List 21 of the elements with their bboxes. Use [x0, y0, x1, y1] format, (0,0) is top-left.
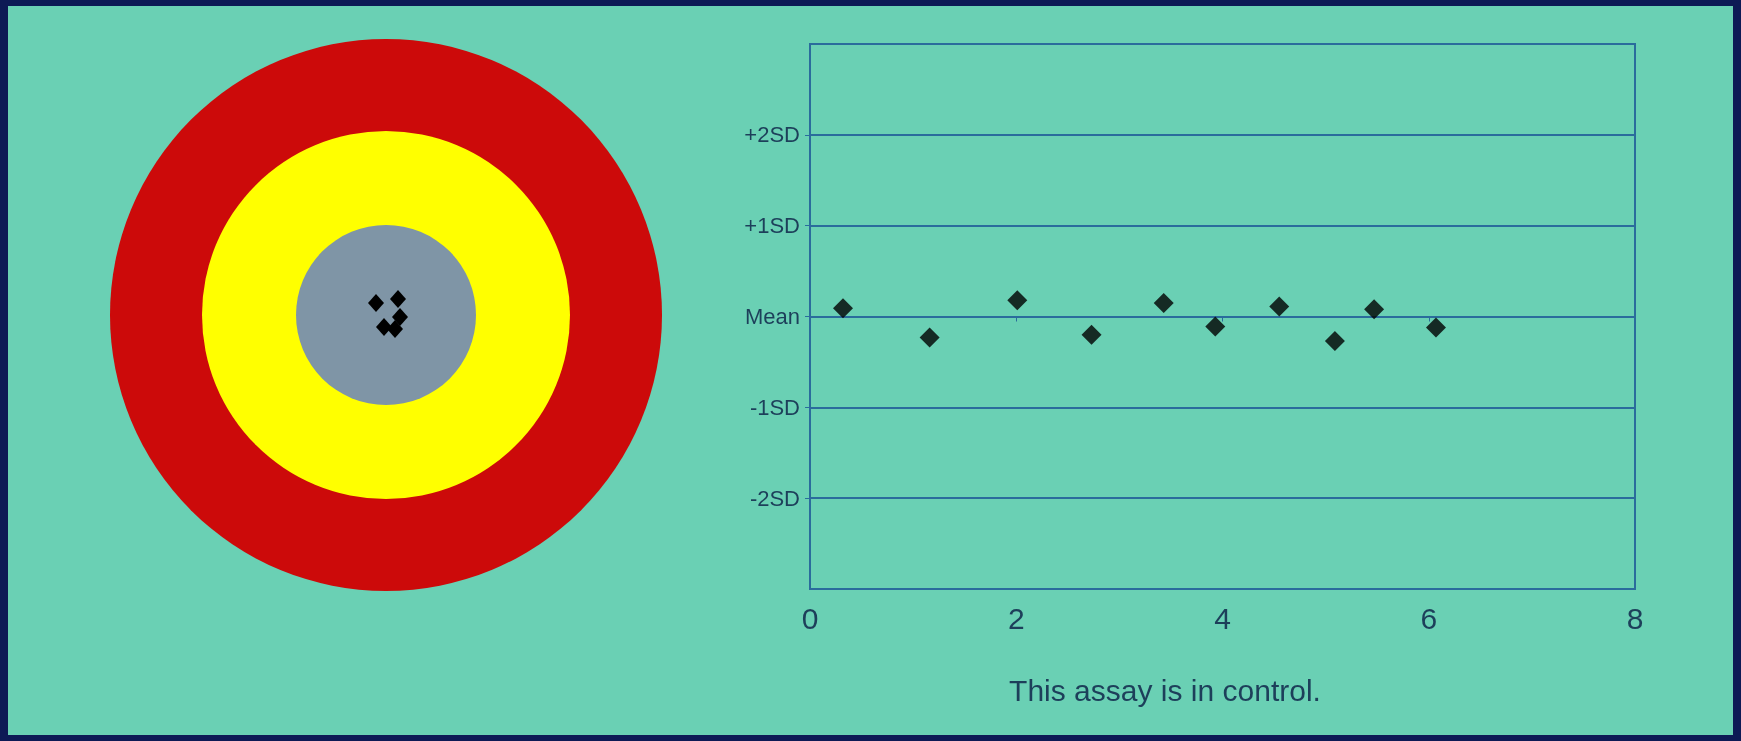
point	[919, 327, 940, 348]
point	[833, 298, 853, 319]
y-tick-label: -1SD	[749, 394, 800, 420]
x-tick-label: 8	[1626, 601, 1644, 635]
point	[1269, 296, 1290, 317]
x-tick-label: 4	[1214, 601, 1231, 635]
point	[1324, 331, 1345, 352]
y-tick-label: -2SD	[749, 485, 800, 511]
y-tick-label: +1SD	[744, 213, 800, 239]
x-tick-label: 0	[801, 601, 819, 635]
y-tick-label: +2SD	[744, 122, 800, 148]
text: This assay is in control.	[1009, 673, 1321, 707]
point	[1081, 324, 1102, 345]
point	[1205, 316, 1226, 337]
point	[1153, 292, 1174, 313]
x-tick-label: 2	[1007, 601, 1025, 635]
point	[1364, 299, 1385, 320]
point	[1425, 317, 1446, 338]
y-tick-label: Mean	[744, 304, 800, 329]
x-tick-label: 6	[1420, 601, 1438, 635]
point	[1007, 290, 1028, 311]
